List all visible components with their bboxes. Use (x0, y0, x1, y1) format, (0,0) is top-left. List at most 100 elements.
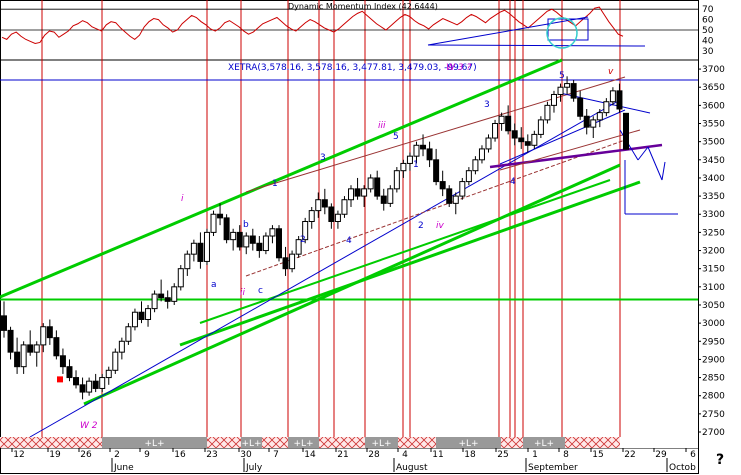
candle-53 (348, 185, 355, 207)
band-tail (620, 437, 698, 448)
date-tick-label-11: 28 (368, 450, 380, 460)
candle-6 (40, 323, 47, 353)
month-label-1: July (245, 463, 263, 473)
candle-body (1, 315, 7, 331)
band-label-1: +L+ (241, 439, 261, 449)
candle-body (217, 213, 224, 219)
candle-body (550, 93, 557, 106)
month-label-2: August (396, 463, 428, 473)
candle-58 (380, 188, 387, 211)
brown-channel-lower (245, 139, 626, 277)
candle-81 (531, 130, 538, 149)
candle-42 (275, 225, 282, 262)
date-tick-label-14: 18 (464, 450, 476, 460)
candle-body (171, 286, 178, 302)
candle-body (557, 86, 564, 95)
wave-label-m5: 5 (559, 71, 565, 81)
wave-label-n1: 1 (272, 179, 278, 189)
candle-13 (86, 377, 93, 396)
candle-65 (426, 141, 433, 168)
candle-55 (361, 185, 368, 207)
candle-body (197, 242, 204, 262)
band-segment-1 (241, 437, 262, 448)
wave-label-v: v (608, 67, 614, 77)
candle-body (393, 170, 400, 190)
wave-label-iii: iii (378, 121, 386, 131)
candle-32 (210, 210, 217, 237)
price-tick-label-7: 3350 (702, 192, 725, 202)
candle-30 (197, 232, 204, 269)
wave-label-m4: 4 (510, 177, 516, 187)
candle-body (27, 344, 34, 353)
candle-88 (577, 90, 584, 120)
price-tick-label-17: 2850 (702, 374, 725, 384)
candle-77 (505, 105, 512, 135)
candle-body (334, 213, 341, 223)
date-tick-label-3: 2 (114, 450, 120, 460)
candle-body (86, 380, 93, 393)
candle-67 (439, 170, 446, 197)
candle-body (609, 90, 616, 103)
date-tick-label-17: 8 (563, 450, 569, 460)
candle-50 (328, 203, 335, 229)
candle-body (46, 326, 53, 339)
vertical-marker-lines (41, 0, 621, 448)
month-label-0: June (113, 463, 134, 473)
candle-5 (33, 341, 40, 367)
candle-79 (518, 127, 525, 149)
candle-body (151, 293, 158, 310)
candle-body (145, 308, 152, 320)
price-tick-label-13: 3050 (702, 301, 725, 311)
candle-body (177, 268, 184, 288)
candle-body (295, 239, 302, 255)
candle-92 (603, 98, 610, 117)
price-tick-label-6: 3400 (702, 174, 725, 184)
candle-49 (321, 188, 328, 215)
candle-59 (387, 185, 394, 207)
outer-border (0, 0, 699, 474)
candle-93 (609, 87, 616, 106)
candle-33 (217, 203, 224, 226)
candle-body (531, 133, 538, 146)
candle-body (20, 344, 27, 368)
band-label-4: +L+ (458, 439, 478, 449)
candle-body (282, 257, 289, 270)
projection-2 (637, 146, 649, 161)
candle-body (603, 101, 610, 114)
candle-body (524, 141, 531, 146)
date-tick-label-1: 19 (49, 450, 61, 460)
candle-body (269, 228, 276, 237)
candle-21 (138, 301, 145, 324)
candle-body (40, 326, 47, 346)
candle-body (544, 104, 551, 121)
candle-27 (177, 265, 184, 291)
candle-31 (203, 228, 210, 266)
candle-80 (524, 134, 531, 153)
candle-66 (433, 148, 440, 186)
candle-body (616, 90, 623, 110)
candle-83 (544, 101, 551, 124)
candle-body (583, 115, 590, 128)
candle-body (348, 188, 355, 201)
candle-72 (472, 156, 479, 175)
candle-body (511, 130, 518, 139)
candle-body (164, 297, 171, 302)
candle-76 (498, 112, 505, 131)
date-tick-label-6: 23 (206, 450, 217, 460)
candle-75 (492, 119, 499, 142)
price-tick-label-8: 3300 (702, 210, 725, 220)
candle-body (570, 83, 577, 99)
candle-78 (511, 123, 518, 146)
candle-body (302, 221, 309, 241)
candle-47 (308, 206, 315, 229)
price-tick-label-4: 3500 (702, 138, 725, 148)
candle-body (367, 177, 374, 190)
question-mark: ? (716, 452, 724, 468)
candle-body (400, 162, 407, 172)
candle-body (59, 355, 66, 368)
candle-61 (400, 159, 407, 178)
candle-56 (367, 174, 374, 193)
candle-51 (334, 210, 341, 229)
